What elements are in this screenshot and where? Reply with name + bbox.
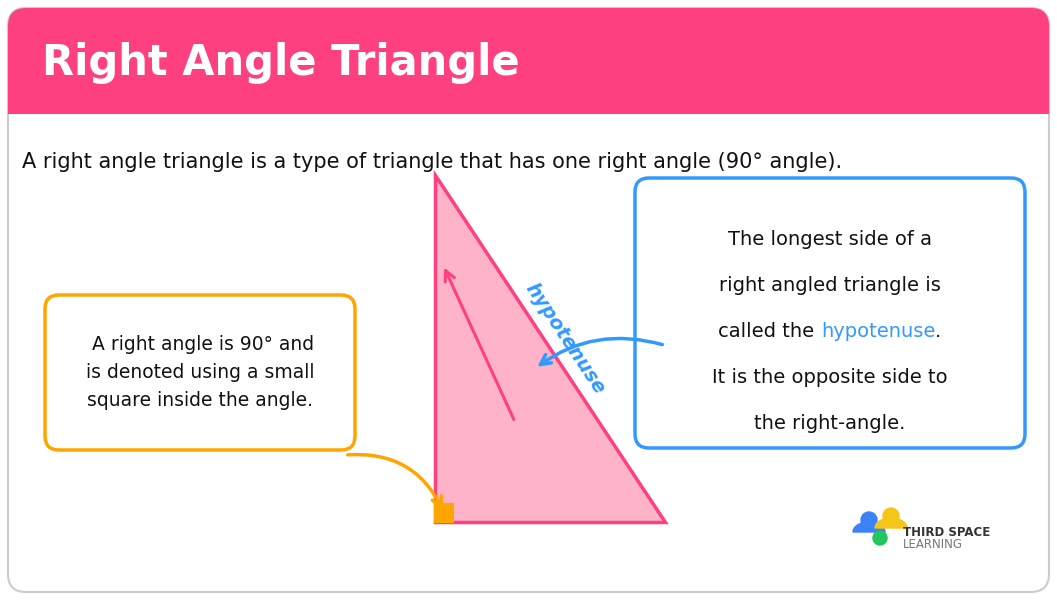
Text: THIRD SPACE: THIRD SPACE	[903, 526, 990, 539]
Text: right angled triangle is: right angled triangle is	[719, 276, 941, 295]
Text: The longest side of a: The longest side of a	[728, 230, 932, 249]
Polygon shape	[435, 175, 665, 522]
Text: It is the opposite side to: It is the opposite side to	[712, 368, 948, 387]
FancyBboxPatch shape	[635, 178, 1025, 448]
Text: A right angle is 90° and
is denoted using a small
square inside the angle.: A right angle is 90° and is denoted usin…	[86, 335, 314, 410]
FancyBboxPatch shape	[8, 8, 1049, 114]
Text: hypotenuse: hypotenuse	[821, 322, 935, 341]
Circle shape	[873, 531, 887, 545]
Text: .: .	[935, 322, 942, 341]
Text: Right Angle Triangle: Right Angle Triangle	[42, 42, 520, 84]
Polygon shape	[875, 518, 907, 528]
Circle shape	[861, 512, 877, 528]
Bar	[8, 61, 1049, 114]
Polygon shape	[853, 522, 885, 532]
Bar	[435, 504, 453, 522]
Text: called the: called the	[719, 322, 821, 341]
FancyBboxPatch shape	[8, 8, 1049, 592]
FancyBboxPatch shape	[45, 295, 355, 450]
Circle shape	[883, 508, 900, 524]
Text: hypotenuse: hypotenuse	[521, 280, 609, 398]
Text: LEARNING: LEARNING	[903, 539, 963, 551]
Text: the right-angle.: the right-angle.	[755, 414, 906, 433]
Text: A right angle triangle is a type of triangle that has one right angle (90° angle: A right angle triangle is a type of tria…	[22, 152, 842, 172]
